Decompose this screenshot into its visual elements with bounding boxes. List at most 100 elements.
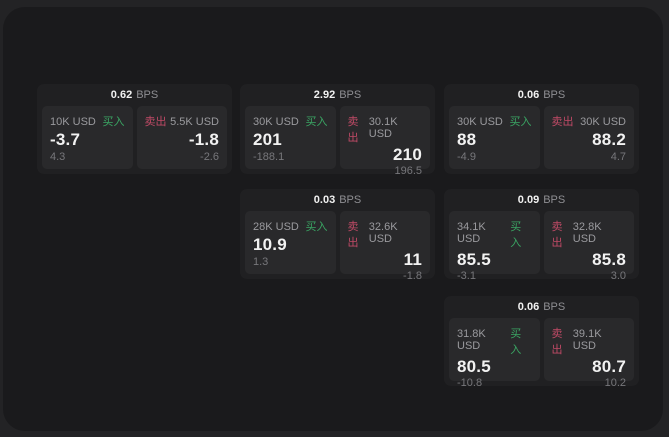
bps-value: 0.06 — [517, 301, 540, 313]
buy-sub-value: -3.1 — [457, 270, 476, 282]
bps-value: 0.62 — [110, 89, 133, 101]
bps-value: 0.06 — [517, 89, 540, 101]
sell-price-value: 210 — [393, 145, 422, 164]
buy-price-value: 88 — [457, 130, 477, 149]
sell-side-label: 卖出 — [551, 328, 563, 356]
buy-size-label: 10K USD — [50, 116, 96, 128]
bps-unit-label: BPS — [543, 89, 566, 101]
bps-header: 0.06 BPS — [449, 296, 634, 318]
buy-side-label: 买入 — [102, 116, 125, 128]
quote-panels: 30K USD 买入 201 -188.1 卖出 30.1K USD 210 1… — [245, 106, 430, 177]
bps-header: 2.92 BPS — [245, 84, 430, 106]
buy-sub-value: -188.1 — [253, 151, 285, 163]
sell-labels-row: 卖出 5.5K USD — [145, 113, 220, 129]
quote-panels: 34.1K USD 买入 85.5 -3.1 卖出 32.8K USD 85.8… — [449, 211, 634, 282]
bps-value: 0.03 — [313, 194, 336, 206]
sell-sub-value: 196.5 — [394, 165, 422, 177]
sell-quote-panel[interactable]: 卖出 39.1K USD 80.7 10.2 — [543, 318, 634, 389]
bps-unit-label: BPS — [543, 194, 566, 206]
buy-quote-panel[interactable]: 30K USD 买入 88 -4.9 — [449, 106, 540, 169]
quote-panels: 30K USD 买入 88 -4.9 卖出 30K USD 88.2 4.7 — [449, 106, 634, 169]
buy-size-label: 34.1K USD — [457, 221, 486, 245]
buy-sub-value: 1.3 — [253, 256, 269, 268]
buy-size-label: 31.8K USD — [457, 328, 486, 352]
buy-sub-value: -10.8 — [457, 377, 483, 389]
sell-size-label: 5.5K USD — [170, 116, 219, 128]
quote-card: 0.06 BPS 30K USD 买入 88 -4.9 卖出 30K USD 8… — [444, 84, 639, 174]
sell-quote-panel[interactable]: 卖出 32.6K USD 11 -1.8 — [339, 211, 430, 282]
buy-labels-row: 34.1K USD 买入 — [457, 218, 532, 250]
bps-header: 0.03 BPS — [245, 189, 430, 211]
buy-quote-panel[interactable]: 31.8K USD 买入 80.5 -10.8 — [449, 318, 540, 389]
quote-card: 0.06 BPS 31.8K USD 买入 80.5 -10.8 卖出 39.1… — [444, 296, 639, 389]
sell-price-value: -1.8 — [188, 130, 219, 149]
sell-size-label: 30K USD — [580, 116, 626, 128]
buy-quote-panel[interactable]: 34.1K USD 买入 85.5 -3.1 — [449, 211, 540, 282]
buy-quote-panel[interactable]: 28K USD 买入 10.9 1.3 — [245, 211, 336, 274]
quote-card: 2.92 BPS 30K USD 买入 201 -188.1 卖出 30.1K … — [240, 84, 435, 177]
buy-price-value: 201 — [253, 130, 282, 149]
buy-price-value: 85.5 — [457, 250, 491, 269]
quote-panels: 10K USD 买入 -3.7 4.3 卖出 5.5K USD -1.8 -2.… — [42, 106, 227, 169]
buy-labels-row: 30K USD 买入 — [253, 113, 328, 129]
bps-unit-label: BPS — [543, 301, 566, 313]
bps-value: 2.92 — [313, 89, 336, 101]
sell-sub-value: -2.6 — [200, 151, 219, 163]
sell-sub-value: 10.2 — [604, 377, 626, 389]
buy-labels-row: 28K USD 买入 — [253, 218, 328, 234]
buy-price-value: 10.9 — [253, 235, 287, 254]
buy-sub-value: 4.3 — [50, 151, 66, 163]
buy-price-value: 80.5 — [457, 357, 491, 376]
sell-labels-row: 卖出 30K USD — [552, 113, 627, 129]
buy-side-label: 买入 — [305, 221, 328, 233]
buy-labels-row: 10K USD 买入 — [50, 113, 125, 129]
bps-unit-label: BPS — [136, 89, 159, 101]
bps-unit-label: BPS — [339, 89, 362, 101]
sell-size-label: 32.6K USD — [368, 221, 398, 245]
sell-quote-panel[interactable]: 卖出 5.5K USD -1.8 -2.6 — [136, 106, 227, 169]
buy-side-label: 买入 — [305, 116, 328, 128]
sell-labels-row: 卖出 32.8K USD — [552, 218, 627, 250]
sell-sub-value: 4.7 — [610, 151, 626, 163]
sell-side-label: 卖出 — [144, 116, 167, 128]
sell-price-value: 80.7 — [592, 357, 626, 376]
sell-side-label: 卖出 — [551, 221, 563, 249]
sell-size-label: 30.1K USD — [368, 116, 398, 140]
bps-value: 0.09 — [517, 194, 540, 206]
sell-sub-value: -1.8 — [403, 270, 422, 282]
buy-side-label: 买入 — [510, 328, 522, 356]
buy-size-label: 30K USD — [457, 116, 503, 128]
bps-unit-label: BPS — [339, 194, 362, 206]
sell-quote-panel[interactable]: 卖出 32.8K USD 85.8 3.0 — [543, 211, 634, 282]
buy-labels-row: 31.8K USD 买入 — [457, 325, 532, 357]
bps-header: 0.09 BPS — [449, 189, 634, 211]
buy-side-label: 买入 — [509, 116, 532, 128]
buy-price-value: -3.7 — [50, 130, 81, 149]
sell-side-label: 卖出 — [347, 221, 359, 249]
buy-sub-value: -4.9 — [457, 151, 476, 163]
sell-price-value: 88.2 — [592, 130, 626, 149]
sell-side-label: 卖出 — [347, 116, 359, 144]
bps-header: 0.06 BPS — [449, 84, 634, 106]
quote-panels: 31.8K USD 买入 80.5 -10.8 卖出 39.1K USD 80.… — [449, 318, 634, 389]
sell-side-label: 卖出 — [551, 116, 574, 128]
quote-card: 0.62 BPS 10K USD 买入 -3.7 4.3 卖出 5.5K USD… — [37, 84, 232, 174]
sell-sub-value: 3.0 — [610, 270, 626, 282]
buy-quote-panel[interactable]: 30K USD 买入 201 -188.1 — [245, 106, 336, 169]
buy-quote-panel[interactable]: 10K USD 买入 -3.7 4.3 — [42, 106, 133, 169]
buy-labels-row: 30K USD 买入 — [457, 113, 532, 129]
sell-quote-panel[interactable]: 卖出 30K USD 88.2 4.7 — [543, 106, 634, 169]
buy-size-label: 28K USD — [253, 221, 299, 233]
sell-price-value: 11 — [403, 250, 422, 269]
sell-quote-panel[interactable]: 卖出 30.1K USD 210 196.5 — [339, 106, 430, 177]
sell-size-label: 32.8K USD — [572, 221, 602, 245]
quote-card: 0.09 BPS 34.1K USD 买入 85.5 -3.1 卖出 32.8K… — [444, 189, 639, 282]
buy-side-label: 买入 — [510, 221, 522, 249]
buy-size-label: 30K USD — [253, 116, 299, 128]
sell-price-value: 85.8 — [592, 250, 626, 269]
quote-card: 0.03 BPS 28K USD 买入 10.9 1.3 卖出 32.6K US… — [240, 189, 435, 282]
sell-size-label: 39.1K USD — [572, 328, 602, 352]
bps-header: 0.62 BPS — [42, 84, 227, 106]
sell-labels-row: 卖出 30.1K USD — [348, 113, 423, 145]
